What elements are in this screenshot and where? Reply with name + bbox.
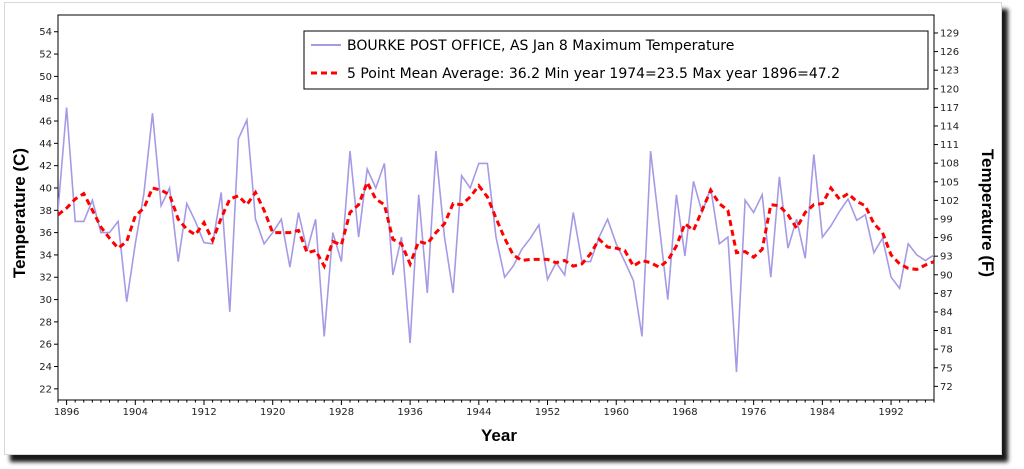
y-tick-label: 38 xyxy=(39,206,52,217)
y-right-tick-label: 123 xyxy=(940,66,959,77)
x-tick-label: 1984 xyxy=(810,407,835,418)
x-tick-label: 1976 xyxy=(741,407,766,418)
x-tick-label: 1992 xyxy=(878,407,903,418)
y-right-tick-label: 96 xyxy=(940,233,953,244)
y-right-tick-label: 90 xyxy=(940,270,953,281)
legend-box xyxy=(303,30,929,90)
y-right-tick-label: 105 xyxy=(940,177,959,188)
y-tick-label: 40 xyxy=(39,183,52,194)
y-tick-label: 24 xyxy=(39,362,52,373)
y-tick-label: 42 xyxy=(39,161,52,172)
y-right-tick-label: 75 xyxy=(940,363,953,374)
y-axis-title-right: Temperature (F) xyxy=(978,149,997,277)
y-tick-label: 34 xyxy=(39,250,52,261)
y-tick-label: 44 xyxy=(39,139,52,150)
y-right-tick-label: 126 xyxy=(940,47,959,58)
series-line-raw xyxy=(58,107,934,373)
y-right-tick-label: 129 xyxy=(940,28,959,39)
y-tick-label: 30 xyxy=(39,295,52,306)
y-right-tick-label: 114 xyxy=(940,121,959,132)
x-tick-label: 1912 xyxy=(191,407,216,418)
chart: 1896 1904 1912 1920 1928 1936 1944 1952 1960 1968… xyxy=(10,14,997,445)
y-axis-title: Temperature (C) xyxy=(10,148,29,278)
x-tick-label: 1920 xyxy=(260,407,285,418)
x-tick-label: 1928 xyxy=(329,407,354,418)
x-tick-label: 1960 xyxy=(604,407,629,418)
y-tick-label: 46 xyxy=(39,117,52,128)
x-tick-label: 1936 xyxy=(397,407,422,418)
y-right-tick-label: 72 xyxy=(940,382,953,393)
x-axis-title: Year xyxy=(481,426,517,445)
legend-label-raw: BOURKE POST OFFICE, AS Jan 8 Maximum Tem… xyxy=(347,38,734,54)
x-tick-label: 1896 xyxy=(54,407,79,418)
x-tick-label: 1944 xyxy=(466,407,491,418)
y-right-tick-label: 78 xyxy=(940,345,953,356)
y-right-tick-label: 93 xyxy=(940,252,953,263)
y-right-tick-label: 120 xyxy=(940,84,959,95)
chart-window: 1896 1904 1912 1920 1928 1936 1944 1952 1960 1968… xyxy=(4,2,1002,455)
y-tick-label: 50 xyxy=(39,72,52,83)
legend-label-mean: 5 Point Mean Average: 36.2 Min year 1974… xyxy=(347,66,840,82)
y-tick-label: 32 xyxy=(39,273,52,284)
y-tick-label: 54 xyxy=(39,27,52,38)
y-tick-label: 52 xyxy=(39,50,52,61)
y-tick-label: 48 xyxy=(39,94,52,105)
y-tick-label: 36 xyxy=(39,228,52,239)
y-right-tick-label: 111 xyxy=(940,140,959,151)
y-tick-label: 22 xyxy=(39,384,52,395)
y-right-tick-label: 102 xyxy=(940,196,959,207)
y-right-tick-label: 87 xyxy=(940,289,953,300)
legend: BOURKE POST OFFICE, AS Jan 8 Maximum Tem… xyxy=(303,30,929,90)
y-tick-label: 26 xyxy=(39,340,52,351)
x-tick-label: 1968 xyxy=(672,407,697,418)
y-right-tick-label: 108 xyxy=(940,159,959,170)
y-right-tick-label: 99 xyxy=(940,214,953,225)
x-tick-label: 1904 xyxy=(123,407,148,418)
y-right-tick-label: 81 xyxy=(940,326,953,337)
y-right-tick-label: 117 xyxy=(940,103,959,114)
axis-ticks: 1896 1904 1912 1920 1928 1936 1944 1952 1960 1968… xyxy=(39,27,959,418)
series-line-mean xyxy=(58,178,934,271)
y-tick-label: 28 xyxy=(39,317,52,328)
x-tick-label: 1952 xyxy=(535,407,560,418)
y-right-tick-label: 84 xyxy=(940,307,953,318)
